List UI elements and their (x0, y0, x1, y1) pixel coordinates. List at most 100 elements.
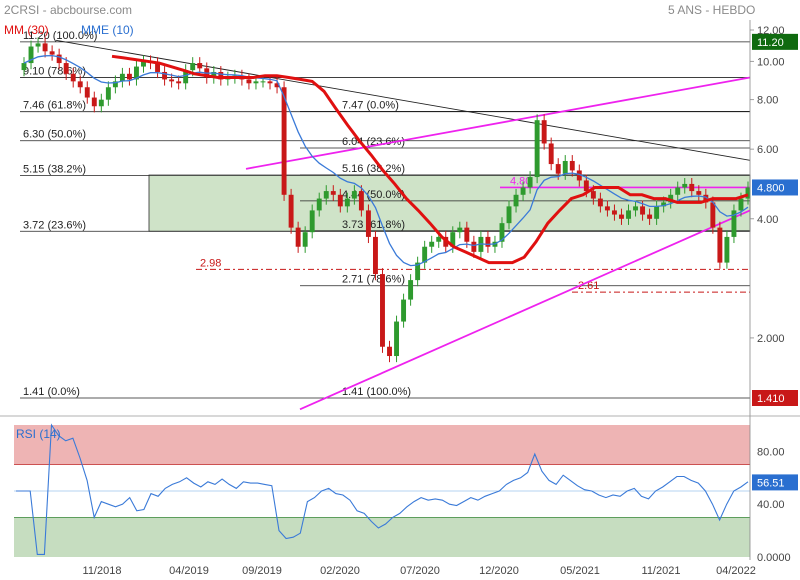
candle-body-103 (745, 187, 751, 199)
candle-body-36 (274, 83, 280, 88)
chart-title: 2CRSI - abcbourse.com (4, 3, 132, 17)
candle-body-48 (358, 191, 364, 211)
x-tick-label-6: 05/2021 (560, 565, 600, 577)
candle-body-11 (98, 99, 104, 107)
candle-body-6 (63, 63, 69, 74)
candle-body-13 (112, 81, 118, 88)
candle-body-28 (218, 71, 224, 80)
candle-body-23 (183, 70, 189, 84)
candle-body-93 (675, 187, 681, 195)
candle-body-12 (105, 87, 111, 100)
candle-body-33 (253, 81, 259, 84)
resistance-label-4-80: 4.80 (510, 175, 531, 187)
candle-body-19 (155, 63, 161, 72)
rsi-badge (752, 474, 798, 491)
candle-body-62 (457, 227, 463, 233)
fib-label-right-6: 1.41 (100.0%) (342, 386, 411, 398)
candle-body-50 (372, 236, 378, 275)
candle-body-70 (513, 194, 519, 207)
candle-body-90 (654, 206, 660, 219)
candle-body-38 (288, 194, 294, 228)
candle-body-34 (260, 81, 266, 83)
candle-body-56 (415, 262, 421, 281)
candle-body-54 (401, 299, 407, 322)
downtrend-line (55, 39, 751, 161)
candle-body-55 (408, 280, 414, 300)
ema-line (23, 54, 749, 267)
candle-body-61 (450, 232, 456, 247)
fib-label-left-0: 11.20 (100.0%) (23, 30, 97, 42)
candle-body-51 (380, 274, 385, 347)
candle-body-16 (134, 66, 139, 80)
candle-body-3 (42, 43, 48, 52)
candle-body-74 (541, 120, 547, 144)
candle-body-91 (661, 202, 667, 207)
candle-body-42 (316, 198, 322, 211)
candle-body-98 (710, 202, 716, 228)
candle-body-14 (119, 73, 125, 82)
candle-body-71 (520, 187, 526, 195)
candle-body-1 (28, 46, 34, 64)
price-badge-2 (752, 390, 798, 406)
candle-body-2 (35, 43, 41, 47)
candle-body-89 (647, 214, 653, 219)
candle-body-73 (534, 120, 540, 178)
candle-body-66 (485, 236, 491, 247)
candle-body-41 (309, 210, 315, 233)
candle-body-46 (344, 198, 350, 207)
fib-label-left-2: 7.46 (61.8%) (23, 100, 86, 112)
candle-body-58 (429, 241, 435, 247)
candle-body-85 (619, 214, 624, 219)
sma-line (111, 54, 749, 265)
fib-label-right-5: 2.71 (78.6%) (342, 274, 405, 286)
channel-lower-line (299, 209, 751, 411)
price-badge-label-2: 1.410 (757, 393, 785, 405)
candle-body-75 (548, 143, 554, 165)
candle-body-80 (583, 180, 589, 192)
candle-body-37 (281, 87, 287, 195)
x-tick-label-7: 11/2021 (642, 565, 681, 577)
rsi-oversold-zone (14, 517, 750, 557)
candle-body-97 (703, 194, 709, 203)
price-badge-label-0: 11.20 (757, 37, 784, 49)
fib-label-left-5: 3.72 (23.6%) (23, 219, 86, 231)
candle-body-81 (590, 191, 596, 199)
candle-body-49 (365, 210, 371, 237)
candle-body-96 (696, 191, 702, 195)
price-tick-label-3: 6.00 (757, 144, 778, 156)
rsi-overbought-zone (14, 425, 750, 465)
rsi-tick-label-1: 40.00 (757, 499, 785, 511)
candle-body-76 (555, 164, 561, 174)
price-badge-1 (752, 179, 798, 196)
candle-body-94 (682, 183, 688, 188)
candle-body-78 (569, 160, 575, 171)
x-tick-label-1: 04/2019 (169, 565, 209, 577)
candle-body-20 (162, 71, 168, 80)
candle-body-64 (471, 241, 477, 252)
candle-body-69 (506, 206, 512, 224)
x-tick-label-8: 04/2022 (716, 565, 756, 577)
candle-body-8 (77, 81, 83, 88)
candle-body-27 (211, 71, 217, 78)
candle-body-63 (464, 227, 470, 242)
price-tick-label-2: 8.00 (757, 95, 778, 107)
candle-body-95 (689, 183, 695, 192)
rsi-tick-label-0: 80.00 (757, 446, 785, 458)
rsi-line (16, 423, 749, 555)
candle-body-5 (56, 54, 62, 64)
price-badge-0 (752, 33, 798, 50)
price-tick-label-5: 2.000 (757, 333, 785, 345)
candle-body-4 (49, 51, 55, 55)
fib-zone (148, 174, 751, 232)
x-tick-label-3: 02/2020 (320, 565, 360, 577)
channel-upper-line (245, 76, 751, 170)
x-tick-label-2: 09/2019 (242, 565, 282, 577)
candle-body-15 (126, 73, 132, 80)
candle-body-82 (597, 198, 603, 207)
x-tick-label-5: 12/2020 (479, 565, 519, 577)
candle-body-72 (527, 177, 533, 188)
rsi-title: RSI (14) (16, 427, 61, 441)
fib-label-right-3: 4.44 (50.0%) (342, 189, 405, 201)
support-label-2-98: 2.98 (200, 257, 221, 269)
